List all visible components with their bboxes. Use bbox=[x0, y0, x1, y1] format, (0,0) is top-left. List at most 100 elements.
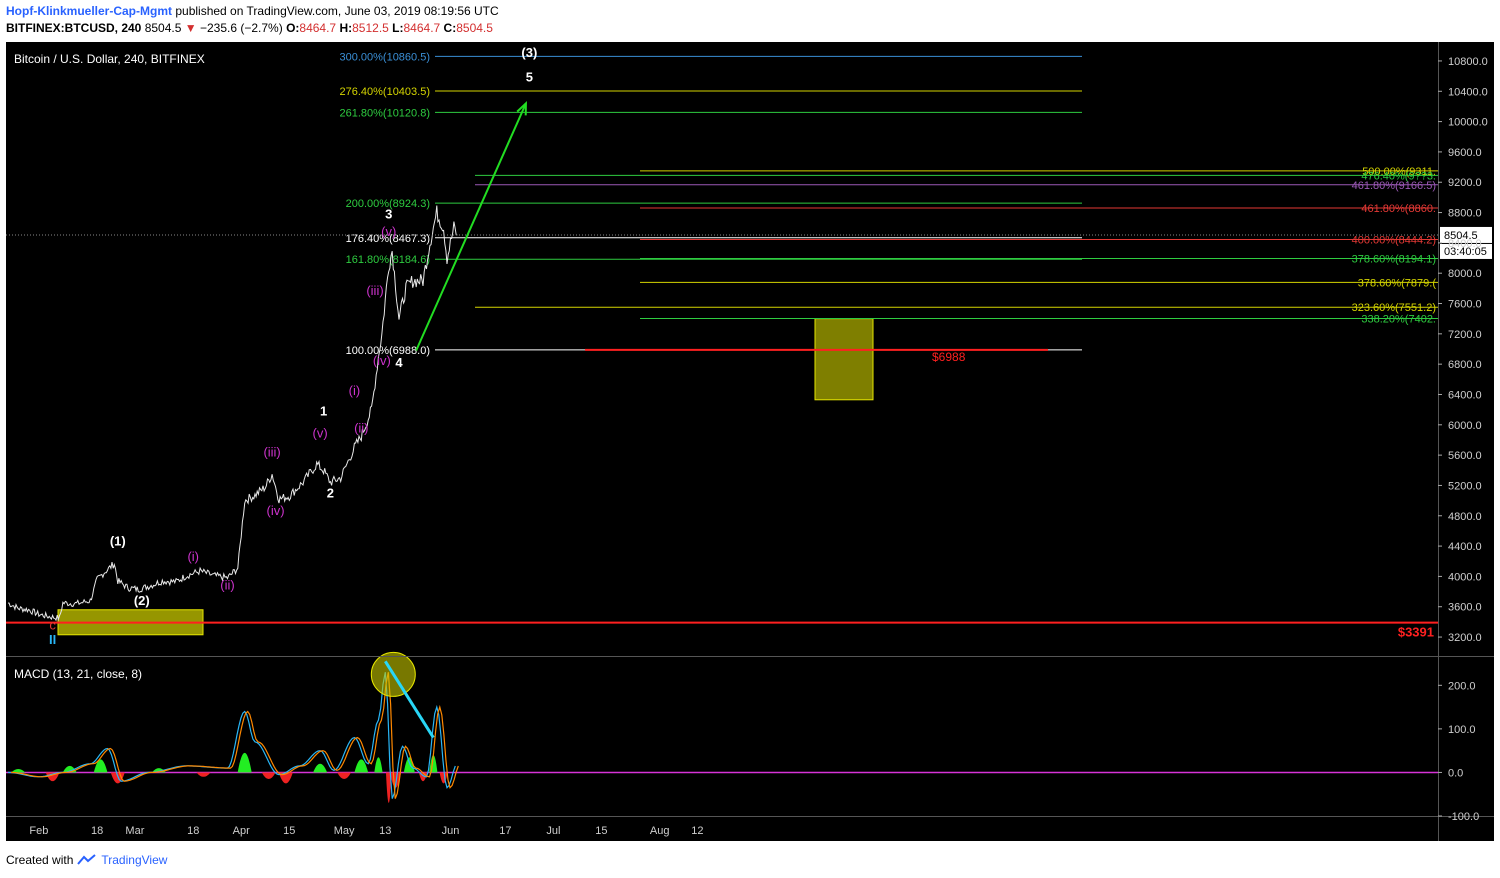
macd-histogram-bar bbox=[374, 757, 383, 773]
wave-label: (iii) bbox=[366, 283, 383, 298]
wave-label: (i) bbox=[187, 549, 199, 564]
price-tick-label: 8000.0 bbox=[1448, 268, 1482, 280]
macd-histogram-bar bbox=[93, 759, 108, 773]
time-tick-label: 18 bbox=[91, 825, 103, 837]
macd-histogram-bar bbox=[196, 772, 211, 777]
projection-arrow-head bbox=[516, 101, 527, 116]
price-tick-label: 10000.0 bbox=[1448, 117, 1488, 129]
price-tick-label: 9600.0 bbox=[1448, 147, 1482, 159]
price-tick-label: 6800.0 bbox=[1448, 359, 1482, 371]
fib-label-right: 461.80%(8860. bbox=[1361, 203, 1436, 215]
price-tick-label: 4800.0 bbox=[1448, 511, 1482, 523]
price-change: −235.6 (−2.7%) bbox=[199, 21, 283, 35]
price-tick-label: 3200.0 bbox=[1448, 632, 1482, 644]
time-tick-label: Aug bbox=[650, 825, 670, 837]
fib-label-right: 378.60%(7879.( bbox=[1358, 277, 1437, 289]
last-price: 8504.5 bbox=[144, 21, 182, 35]
price-tick-label: 9200.0 bbox=[1448, 177, 1482, 189]
tradingview-link[interactable]: TradingView bbox=[101, 853, 168, 867]
price-tick-label: 10800.0 bbox=[1448, 56, 1488, 68]
wave-label: 2 bbox=[327, 486, 334, 501]
macd-tick-label: 200.0 bbox=[1448, 680, 1476, 692]
open-value: 8464.7 bbox=[299, 21, 337, 35]
macd-histogram-bar bbox=[11, 768, 26, 773]
high-label: H: bbox=[339, 21, 353, 35]
wave-label: II bbox=[49, 632, 56, 647]
wave-label: (3) bbox=[521, 45, 537, 60]
author-link[interactable]: Hopf-Klinkmueller-Cap-Mgmt bbox=[6, 4, 172, 18]
down-arrow-icon: ▼ bbox=[184, 21, 197, 35]
time-tick-label: Mar bbox=[125, 825, 144, 837]
fib-label-left: 300.00%(10860.5) bbox=[339, 51, 430, 63]
macd-signal-line bbox=[10, 672, 459, 799]
fib-label-right: 338.20%(7402. bbox=[1361, 314, 1436, 326]
macd-divergence-line[interactable] bbox=[384, 660, 435, 739]
symbol-text: BITFINEX:BTCUSD, 240 bbox=[6, 21, 142, 35]
fib-label-left: 261.80%(10120.8) bbox=[339, 107, 430, 119]
price-tick-label: 7600.0 bbox=[1448, 299, 1482, 311]
fib-label-right: 476.40%(9??3. bbox=[1361, 170, 1436, 182]
price-tick-label: 7200.0 bbox=[1448, 329, 1482, 341]
close-value: 8504.5 bbox=[456, 21, 493, 35]
low-value: 8464.7 bbox=[403, 21, 441, 35]
symbol-line: BITFINEX:BTCUSD, 240 8504.5 ▼ −235.6 (−2… bbox=[6, 21, 493, 35]
current-price-value: 8504.5 bbox=[1444, 230, 1478, 242]
fib-label-right: 400.00%(8444.2) bbox=[1352, 235, 1436, 247]
macd-tick-label: 0.0 bbox=[1448, 767, 1463, 779]
fib-label-right: 323.60%(7551.2) bbox=[1352, 302, 1436, 314]
wave-label: 5 bbox=[526, 69, 533, 84]
current-price-badge bbox=[1440, 226, 1492, 243]
macd-histogram-bar bbox=[261, 772, 276, 779]
wave-label: (iv) bbox=[267, 503, 285, 518]
close-label: C: bbox=[443, 21, 457, 35]
projection-arrow-line[interactable] bbox=[415, 102, 527, 351]
wave-label: (2) bbox=[134, 593, 150, 608]
price-series-line[interactable] bbox=[7, 205, 458, 622]
footer: Created with TradingView bbox=[6, 853, 167, 867]
tradingview-logo-icon bbox=[77, 854, 97, 865]
price-tick-label: 4000.0 bbox=[1448, 571, 1482, 583]
high-value: 8512.5 bbox=[352, 21, 389, 35]
wave-4-box bbox=[814, 318, 874, 401]
time-tick-label: Apr bbox=[233, 825, 250, 837]
macd-histogram-bar bbox=[237, 752, 252, 773]
price-tick-label: 10400.0 bbox=[1448, 86, 1488, 98]
price-tick-label: 6400.0 bbox=[1448, 389, 1482, 401]
time-tick-label: 15 bbox=[595, 825, 607, 837]
fib-label-left: 100.00%(6988.0) bbox=[346, 345, 430, 357]
wave-label: (v) bbox=[381, 224, 396, 239]
price-tick-label: 8400.0 bbox=[1448, 238, 1482, 250]
fib-label-right: 461.80%(9166.5) bbox=[1352, 180, 1436, 192]
time-tick-label: Feb bbox=[29, 825, 48, 837]
time-tick-label: 18 bbox=[187, 825, 199, 837]
wave-label: (1) bbox=[110, 533, 126, 548]
time-tick-label: 12 bbox=[691, 825, 703, 837]
time-tick-label: 15 bbox=[283, 825, 295, 837]
wave-label: (iv) bbox=[373, 353, 391, 368]
macd-title: MACD (13, 21, close, 8) bbox=[14, 667, 142, 681]
support-label-6988: $6988 bbox=[932, 350, 966, 364]
macd-histogram-bar bbox=[354, 759, 369, 773]
macd-histogram-bar bbox=[385, 772, 392, 803]
fib-label-right: 378.60%(8194.1) bbox=[1352, 253, 1436, 265]
fib-label-left: 161.80%(8184.6) bbox=[346, 254, 430, 266]
countdown-value: 03:40:05 bbox=[1444, 246, 1487, 258]
wave-label: c bbox=[49, 617, 56, 632]
time-tick-label: Jul bbox=[546, 825, 560, 837]
wave-label: 3 bbox=[385, 207, 392, 222]
main-chart-title: Bitcoin / U.S. Dollar, 240, BITFINEX bbox=[14, 52, 205, 66]
macd-histogram-bar bbox=[313, 763, 328, 773]
wave-label: (i) bbox=[349, 383, 361, 398]
fib-label-left: 200.00%(8924.3) bbox=[346, 198, 430, 210]
price-tick-label: 5600.0 bbox=[1448, 450, 1482, 462]
created-with-text: Created with bbox=[6, 853, 74, 867]
wave-label: (ii) bbox=[220, 577, 234, 592]
macd-tick-label: -100.0 bbox=[1448, 811, 1479, 823]
low-label: L: bbox=[392, 21, 404, 35]
macd-tick-label: 100.0 bbox=[1448, 724, 1476, 736]
price-tick-label: 3600.0 bbox=[1448, 602, 1482, 614]
fib-label-right: 500.00%(9311. bbox=[1362, 166, 1436, 178]
wave-label: 4 bbox=[395, 355, 403, 370]
fib-label-left: 176.40%(8467.3) bbox=[346, 233, 430, 245]
